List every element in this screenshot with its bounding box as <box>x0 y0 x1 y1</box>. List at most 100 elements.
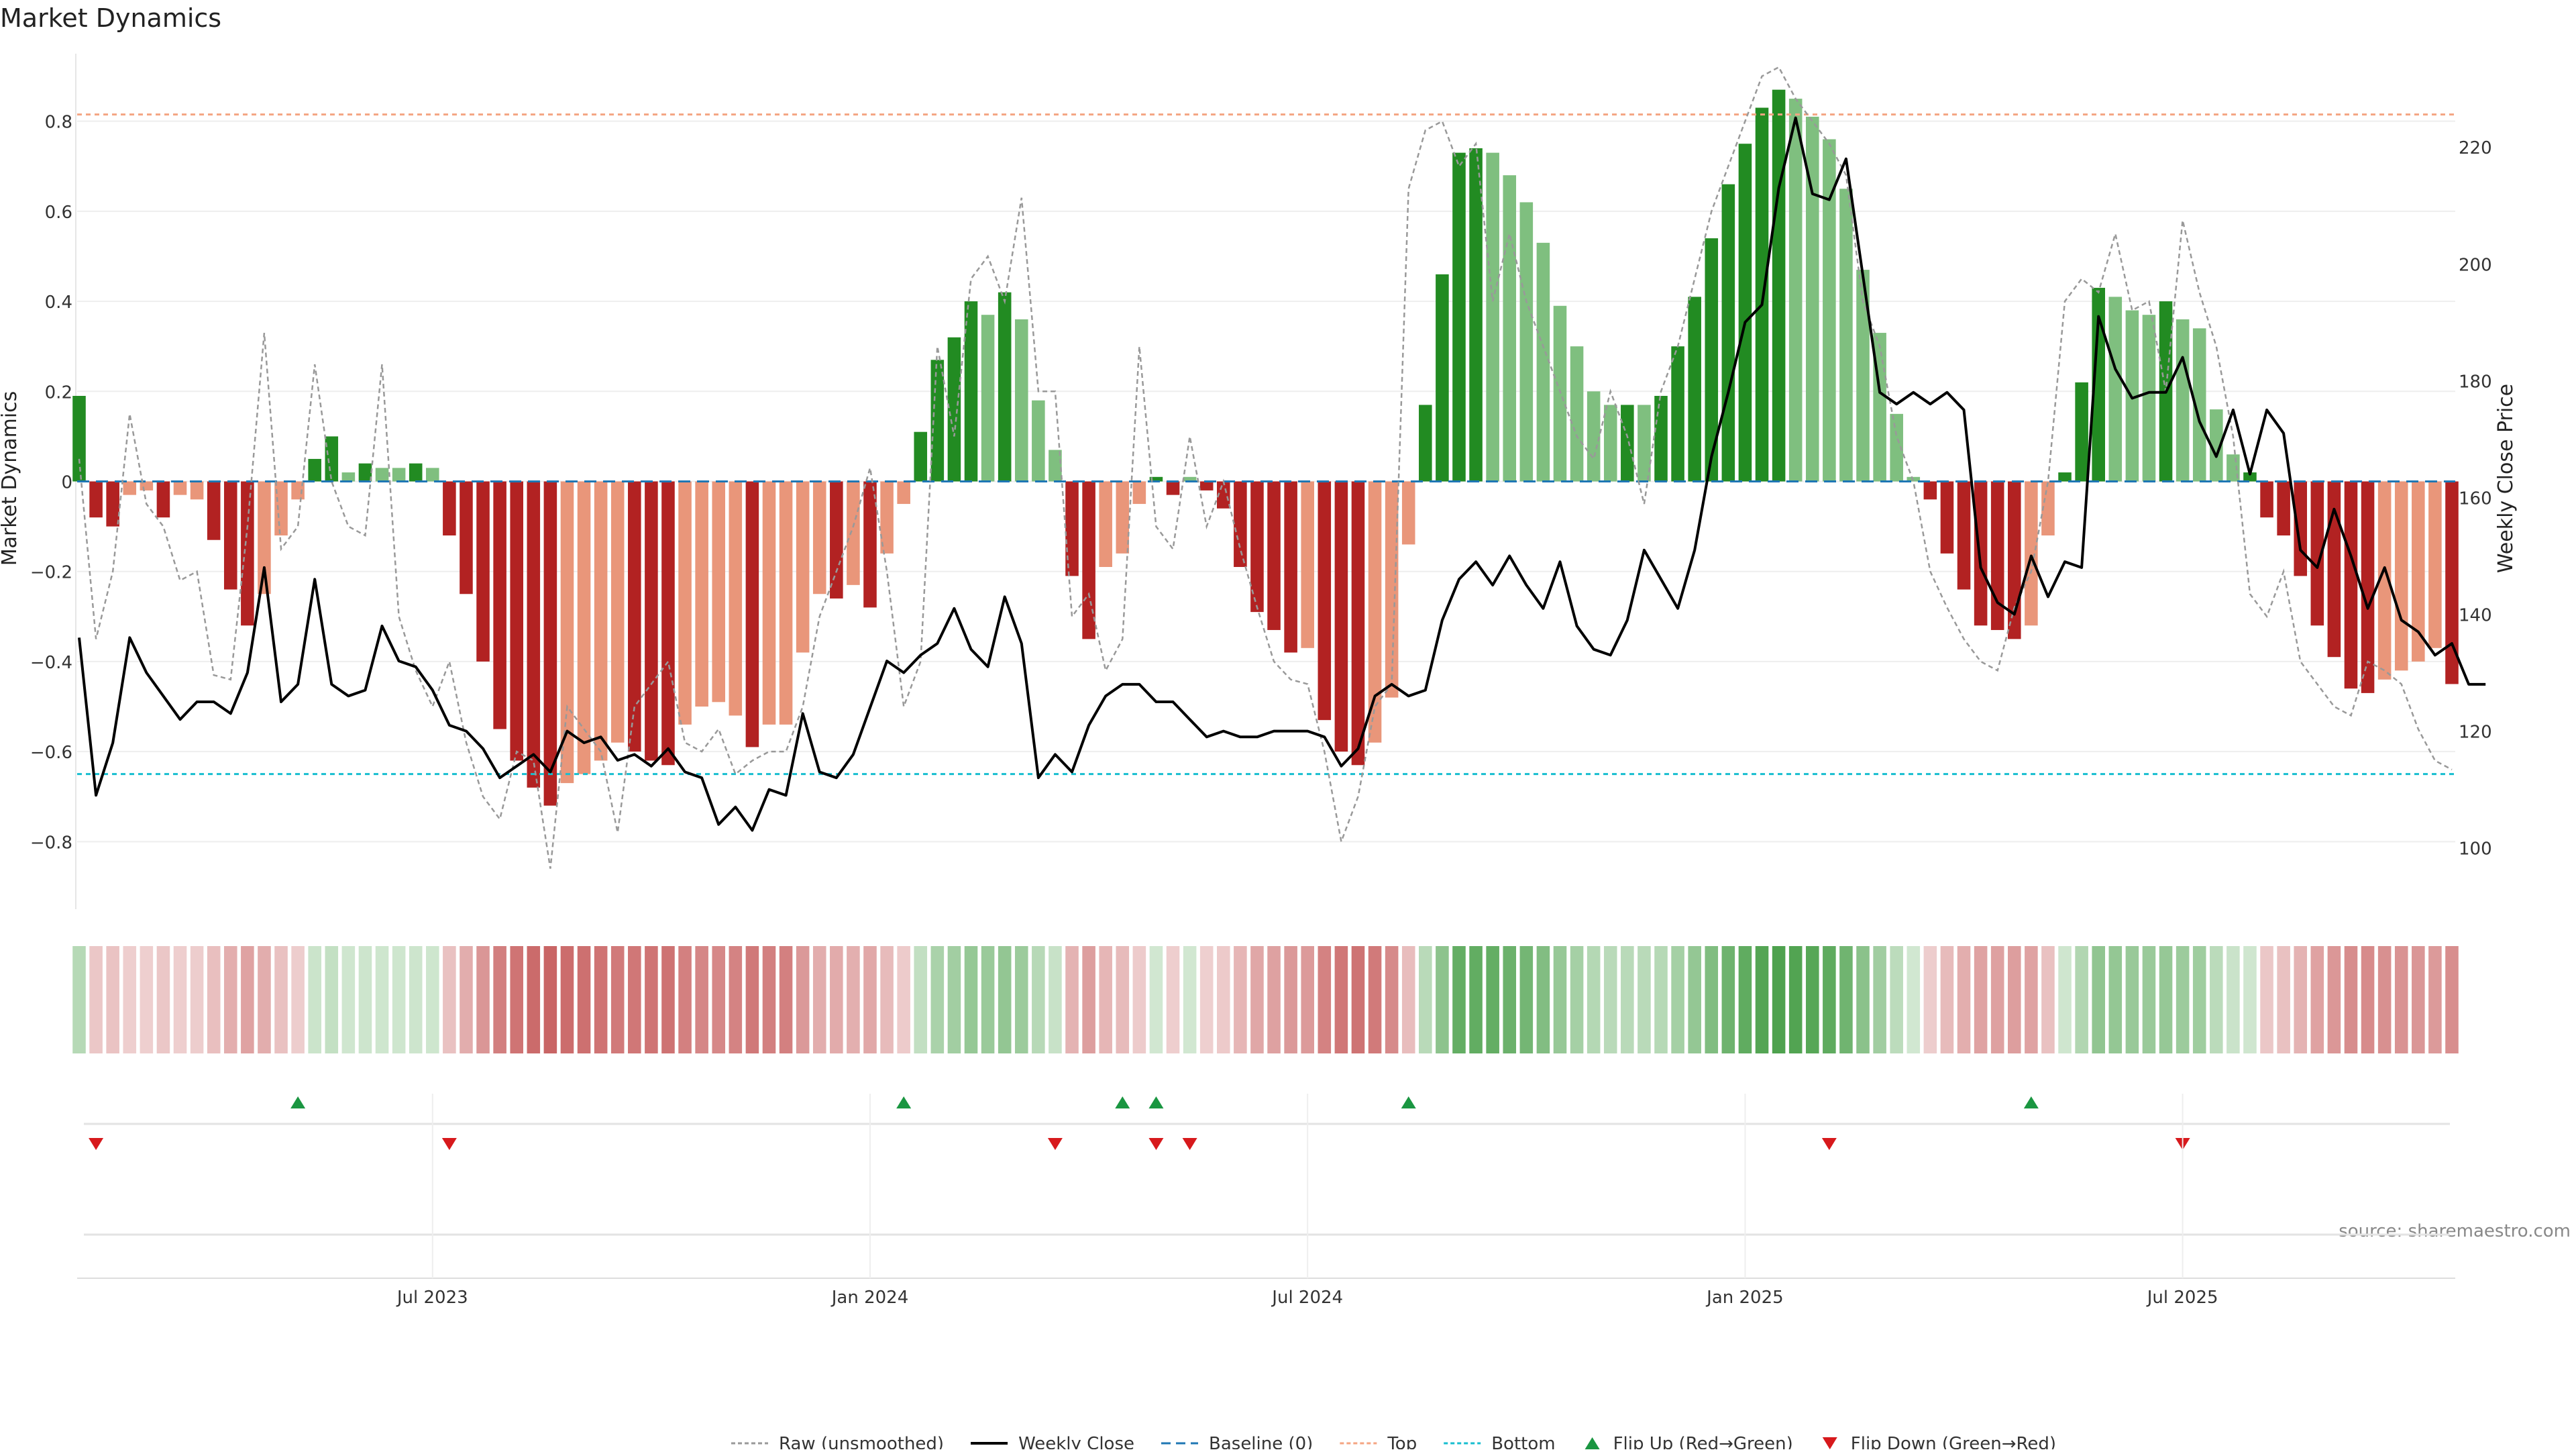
regime-cell <box>745 946 759 1053</box>
regime-cell <box>729 946 743 1053</box>
x-tick-label: Jan 2024 <box>830 1288 909 1308</box>
regime-cell <box>1267 946 1281 1053</box>
dynamics-bar <box>847 481 860 585</box>
dynamics-bar <box>123 481 137 495</box>
regime-cell <box>1570 946 1584 1053</box>
dynamics-bar <box>2344 481 2358 689</box>
dynamics-bar <box>375 468 389 482</box>
y-ticks: −0.8 −0.6 −0.4 −0.2 0 0.2 0.4 0.6 0.8 <box>30 113 72 853</box>
regime-cell <box>2142 946 2156 1053</box>
dynamics-bar <box>1199 481 1214 490</box>
regime-cell <box>1940 946 1954 1053</box>
regime-cell <box>964 946 978 1053</box>
y2-tick-label: 160 <box>2459 488 2492 509</box>
regime-cell <box>930 946 945 1053</box>
regime-cell <box>493 946 506 1053</box>
regime-cell <box>1553 946 1567 1053</box>
dynamics-bar <box>1990 481 2004 630</box>
regime-cell <box>847 946 860 1053</box>
regime-cell <box>661 946 675 1053</box>
dynamics-bar <box>392 468 406 482</box>
regime-cell <box>1839 946 1853 1053</box>
regime-cell <box>863 946 877 1053</box>
dynamics-bar <box>712 481 726 703</box>
dynamics-bar <box>779 481 793 725</box>
regime-cell <box>2412 946 2425 1053</box>
dynamics-bar <box>1923 481 1937 500</box>
dynamics-bar <box>964 301 978 482</box>
flip-up-marker <box>290 1096 306 1108</box>
regime-cell <box>274 946 288 1053</box>
dynamics-bar <box>2260 481 2273 518</box>
regime-cell <box>510 946 523 1053</box>
legend-label: Raw (unsmoothed) <box>779 1434 944 1449</box>
regime-cell <box>1436 946 1449 1053</box>
dynamics-bar <box>1721 184 1735 482</box>
dynamics-bar <box>156 481 170 518</box>
dynamics-bar <box>190 481 204 500</box>
regime-cell <box>594 946 608 1053</box>
flip-down-marker <box>441 1138 457 1150</box>
regime-cell <box>2075 946 2088 1053</box>
regime-cell <box>1334 946 1348 1053</box>
regime-cell <box>1049 946 1062 1053</box>
y2-tick-label: 200 <box>2459 255 2492 275</box>
regime-cell <box>1250 946 1264 1053</box>
flip-down-marker <box>1148 1138 1164 1150</box>
dynamics-bar <box>2108 297 2123 482</box>
regime-cell <box>2428 946 2442 1053</box>
y2-tick-label: 220 <box>2459 138 2492 158</box>
y2-tick-label: 100 <box>2459 839 2492 860</box>
regime-cell <box>1284 946 1297 1053</box>
regime-cell <box>1132 946 1146 1053</box>
legend-flip-up-swatch <box>1585 1437 1600 1449</box>
regime-cell <box>89 946 103 1053</box>
y2-ticks: 100 120 140 160 180 200 220 <box>2459 138 2492 859</box>
regime-cell <box>1301 946 1314 1053</box>
regime-cell <box>341 946 356 1053</box>
regime-cell <box>1788 946 1803 1053</box>
dynamics-bar <box>1486 152 1499 482</box>
regime-cell <box>2008 946 2021 1053</box>
y2-tick-label: 140 <box>2459 605 2492 625</box>
dynamics-bar <box>2394 481 2408 671</box>
dynamics-bar <box>1014 319 1028 482</box>
regime-cell <box>2277 946 2290 1053</box>
regime-cell <box>1469 946 1483 1053</box>
regime-cell <box>527 946 541 1053</box>
dynamics-bar <box>426 468 439 482</box>
dynamics-bar <box>1688 297 1701 482</box>
dynamics-bar <box>2428 481 2442 648</box>
dynamics-bar <box>1638 405 1651 482</box>
dynamics-bar <box>1570 346 1584 482</box>
dynamics-bar <box>796 481 810 653</box>
dynamics-bar <box>1183 476 1197 482</box>
dynamics-bar <box>1772 89 1786 482</box>
regime-cell <box>2176 946 2190 1053</box>
dynamics-bar <box>493 481 506 729</box>
flip-up-marker <box>1401 1096 1416 1108</box>
regime-cell <box>392 946 406 1053</box>
regime-cell <box>308 946 321 1053</box>
regime-cell <box>779 946 793 1053</box>
y2-tick-label: 120 <box>2459 723 2492 743</box>
dynamics-bar <box>476 481 490 662</box>
dynamics-bar <box>207 481 221 540</box>
dynamics-bar <box>762 481 776 725</box>
regime-cell <box>812 946 826 1053</box>
regime-cell <box>1721 946 1735 1053</box>
regime-cell <box>610 946 625 1053</box>
dynamics-bar <box>543 481 557 806</box>
regime-cell <box>460 946 473 1053</box>
dynamics-bar <box>89 481 103 518</box>
regime-cell <box>2058 946 2072 1053</box>
dynamics-bar <box>998 292 1012 482</box>
regime-cell <box>2210 946 2223 1053</box>
dynamics-bar <box>628 481 641 752</box>
flip-down-marker <box>1047 1138 1063 1150</box>
y-tick-label: 0 <box>61 473 72 493</box>
regime-cell <box>1856 946 1870 1053</box>
flip-up-marker <box>1115 1096 1130 1108</box>
dynamics-bars <box>72 89 2459 806</box>
flip-markers <box>84 1096 2450 1236</box>
